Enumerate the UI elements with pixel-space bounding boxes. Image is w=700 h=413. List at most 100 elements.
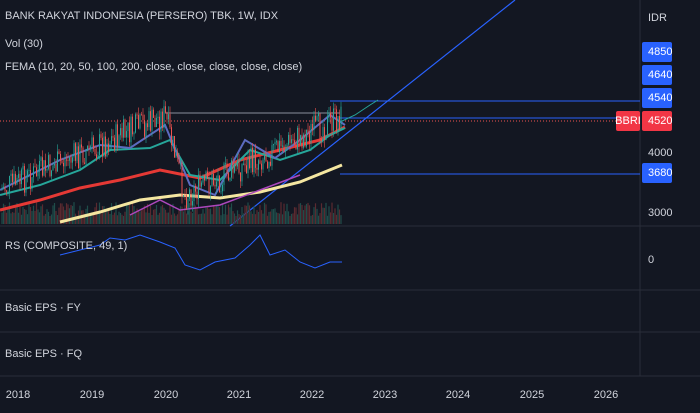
volume-bar bbox=[242, 213, 245, 224]
volume-bar bbox=[92, 212, 95, 224]
candle-body bbox=[228, 173, 229, 181]
volume-bar bbox=[227, 204, 230, 224]
volume-bar bbox=[8, 202, 11, 224]
volume-bar bbox=[2, 203, 5, 224]
candle-body bbox=[223, 163, 225, 185]
candle-body bbox=[159, 116, 160, 133]
volume-bar bbox=[122, 215, 125, 224]
candle-body bbox=[79, 144, 81, 169]
time-label: 2022 bbox=[300, 389, 324, 401]
volume-bar bbox=[239, 215, 242, 224]
volume-bar bbox=[58, 207, 60, 224]
volume-bar bbox=[149, 205, 152, 224]
volume-bar bbox=[190, 211, 192, 224]
candle-body bbox=[24, 166, 25, 193]
candle-body bbox=[139, 114, 141, 129]
volume-bar bbox=[109, 214, 111, 224]
candle-body bbox=[298, 127, 300, 146]
candle-body bbox=[285, 150, 286, 152]
candle-body bbox=[106, 143, 108, 157]
volume-bar bbox=[235, 215, 237, 224]
volume-bar bbox=[94, 207, 96, 224]
volume-bar bbox=[163, 207, 165, 224]
volume-bar bbox=[272, 209, 275, 224]
candle-body bbox=[39, 160, 40, 172]
candle-body bbox=[219, 175, 220, 193]
candle-body bbox=[240, 172, 241, 182]
candle-body bbox=[144, 120, 145, 137]
candle-body bbox=[70, 156, 72, 163]
candle-body bbox=[67, 160, 69, 162]
volume-bar bbox=[1, 212, 3, 224]
volume-bar bbox=[176, 214, 179, 224]
candle-body bbox=[157, 116, 159, 118]
candle-body bbox=[34, 166, 36, 168]
candle-body bbox=[141, 114, 142, 116]
candle-body bbox=[297, 127, 298, 150]
candle-body bbox=[165, 106, 166, 113]
volume-bar bbox=[35, 202, 38, 224]
volume-bar bbox=[7, 209, 9, 224]
rs-line bbox=[59, 234, 342, 271]
candle-body bbox=[220, 191, 222, 193]
candle-body bbox=[154, 117, 156, 127]
candle-body bbox=[25, 176, 27, 193]
candle-body bbox=[217, 175, 219, 182]
volume-bar bbox=[194, 205, 197, 224]
volume-bar bbox=[295, 207, 297, 224]
volume-bar bbox=[308, 205, 311, 224]
candle-body bbox=[138, 115, 139, 129]
volume-bar bbox=[220, 215, 222, 224]
volume-bar bbox=[100, 213, 102, 224]
volume-bar bbox=[61, 203, 63, 224]
candle-body bbox=[177, 152, 178, 157]
volume-bar bbox=[41, 204, 44, 224]
volume-bar bbox=[68, 208, 71, 224]
volume-bar bbox=[233, 213, 236, 224]
candle-body bbox=[31, 177, 33, 190]
volume-bar bbox=[263, 202, 266, 224]
volume-bar bbox=[211, 214, 213, 224]
volume-bar bbox=[199, 213, 201, 224]
volume-bar bbox=[31, 210, 33, 224]
volume-bar bbox=[278, 213, 281, 224]
candle-body bbox=[135, 114, 136, 133]
candle-body bbox=[166, 112, 168, 120]
volume-bar bbox=[241, 207, 243, 224]
candle-body bbox=[10, 173, 12, 177]
volume-bar bbox=[226, 214, 228, 224]
volume-bar bbox=[67, 204, 69, 224]
candle-body bbox=[148, 111, 150, 128]
candle-body bbox=[286, 144, 288, 151]
candle-body bbox=[327, 116, 328, 135]
candle-body bbox=[210, 186, 211, 194]
symbol-label: BBRI bbox=[615, 115, 641, 127]
candle-body bbox=[160, 111, 162, 133]
volume-bar bbox=[88, 214, 90, 224]
candle-body bbox=[231, 160, 232, 178]
time-label: 2024 bbox=[446, 389, 470, 401]
volume-bar bbox=[56, 215, 59, 224]
candle-body bbox=[303, 134, 304, 148]
candle-body bbox=[6, 190, 7, 192]
candle-body bbox=[28, 170, 30, 172]
candle-body bbox=[147, 123, 148, 128]
volume-legend: Vol (30) bbox=[5, 38, 43, 50]
candle-body bbox=[204, 175, 205, 181]
candle-body bbox=[295, 144, 297, 150]
candle-body bbox=[340, 106, 342, 130]
candle-body bbox=[322, 127, 324, 142]
candle-body bbox=[280, 140, 282, 147]
candle-body bbox=[246, 165, 247, 174]
candle-body bbox=[36, 167, 37, 177]
volume-bar bbox=[197, 214, 200, 224]
candle-body bbox=[76, 146, 78, 161]
candle-body bbox=[244, 163, 246, 166]
volume-bar bbox=[55, 210, 57, 224]
candle-body bbox=[60, 154, 61, 161]
volume-bar bbox=[130, 215, 132, 224]
candle-body bbox=[153, 109, 154, 118]
price-label: 4540 bbox=[648, 92, 672, 104]
volume-bar bbox=[293, 207, 296, 224]
candle-body bbox=[117, 124, 118, 147]
